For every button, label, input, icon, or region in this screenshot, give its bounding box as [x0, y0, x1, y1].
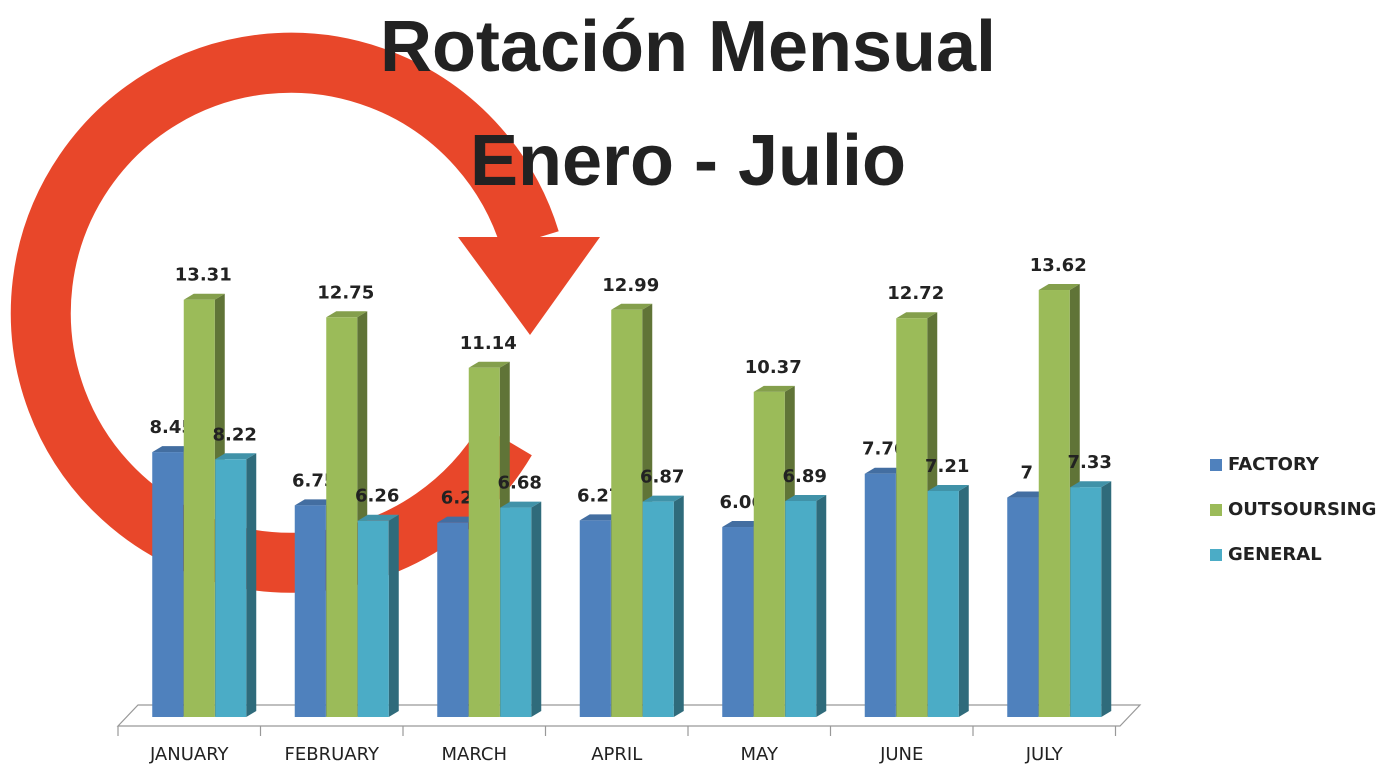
data-label: 12.99 — [602, 275, 659, 296]
bar-top — [500, 501, 542, 508]
data-label: 12.72 — [887, 283, 944, 304]
bar — [1007, 497, 1039, 717]
x-tick-label: FEBRUARY — [285, 744, 380, 765]
data-label: 6.26 — [355, 486, 399, 507]
legend-swatch — [1210, 459, 1222, 471]
bar-top — [468, 361, 510, 368]
arrow-head — [458, 237, 600, 335]
data-label: 7.33 — [1068, 452, 1112, 473]
bar — [1070, 487, 1102, 717]
bar — [579, 520, 611, 717]
x-tick-label: JUNE — [879, 744, 923, 765]
bar-top — [1007, 491, 1049, 498]
bar-top — [183, 293, 225, 300]
bar-top — [927, 484, 969, 491]
x-tick-label: JULY — [1025, 744, 1064, 765]
data-label: 6.27 — [577, 485, 621, 506]
bar — [864, 473, 896, 717]
bar — [152, 452, 184, 717]
data-label: 13.62 — [1030, 255, 1087, 276]
bar-side — [246, 453, 257, 717]
bar — [753, 391, 785, 717]
bar-side — [673, 495, 684, 717]
data-label: 6.75 — [292, 470, 336, 491]
data-label: 6.68 — [498, 473, 542, 494]
data-label: 7.76 — [862, 439, 906, 460]
data-label: 7 — [1020, 463, 1033, 484]
bar-side — [816, 494, 827, 717]
bar-top — [1038, 284, 1080, 291]
legend-label: OUTSOURSING — [1228, 499, 1376, 520]
x-tick-label: MAY — [741, 744, 779, 765]
bar-top — [753, 385, 795, 392]
bar-top — [579, 514, 621, 521]
bar — [785, 500, 817, 717]
bar — [927, 490, 959, 717]
data-label: 8.45 — [150, 417, 194, 438]
bar — [1038, 290, 1070, 717]
bar-top — [785, 494, 827, 501]
legend-label: FACTORY — [1228, 454, 1320, 475]
x-tick-label: MARCH — [441, 744, 507, 765]
bar-top — [294, 499, 336, 506]
data-label: 6.06 — [720, 492, 764, 513]
bar-top — [326, 311, 368, 318]
bar-top — [152, 446, 194, 453]
chart-subtitle: Enero - Julio — [470, 121, 906, 201]
bar — [500, 507, 532, 717]
bar-top — [215, 453, 257, 460]
bar — [722, 527, 754, 717]
bar — [468, 367, 500, 717]
bar-side — [531, 501, 542, 717]
bar — [437, 522, 469, 717]
bar-side — [388, 514, 399, 717]
data-label: 10.37 — [745, 357, 802, 378]
legend-swatch — [1210, 549, 1222, 561]
legend-swatch — [1210, 504, 1222, 516]
bar-top — [864, 467, 906, 474]
x-tick-label: JANUARY — [149, 744, 230, 765]
bar — [326, 317, 358, 717]
bar-top — [1070, 481, 1112, 488]
data-label: 7.21 — [925, 456, 969, 477]
bar-side — [958, 484, 969, 717]
bar-top — [896, 312, 938, 319]
data-label: 13.31 — [175, 265, 232, 286]
bar — [215, 459, 247, 717]
bar — [294, 505, 326, 717]
bar — [896, 318, 928, 717]
bar — [611, 309, 643, 717]
bar — [357, 520, 389, 717]
data-label: 8.22 — [213, 424, 257, 445]
bar-side — [1101, 481, 1112, 717]
data-label: 11.14 — [460, 333, 517, 354]
bar-top — [611, 303, 653, 310]
data-label: 6.89 — [783, 466, 827, 487]
x-tick-label: APRIL — [591, 744, 642, 765]
chart-title: Rotación Mensual — [380, 7, 996, 87]
data-label: 6.2 — [441, 488, 473, 509]
bar-top — [437, 516, 479, 523]
data-label: 12.75 — [317, 282, 374, 303]
bar-top — [357, 514, 399, 521]
bar — [642, 501, 674, 717]
bar-top — [642, 495, 684, 502]
bar — [183, 299, 215, 717]
bar-top — [722, 521, 764, 528]
legend-label: GENERAL — [1228, 544, 1322, 565]
data-label: 6.87 — [640, 467, 684, 488]
